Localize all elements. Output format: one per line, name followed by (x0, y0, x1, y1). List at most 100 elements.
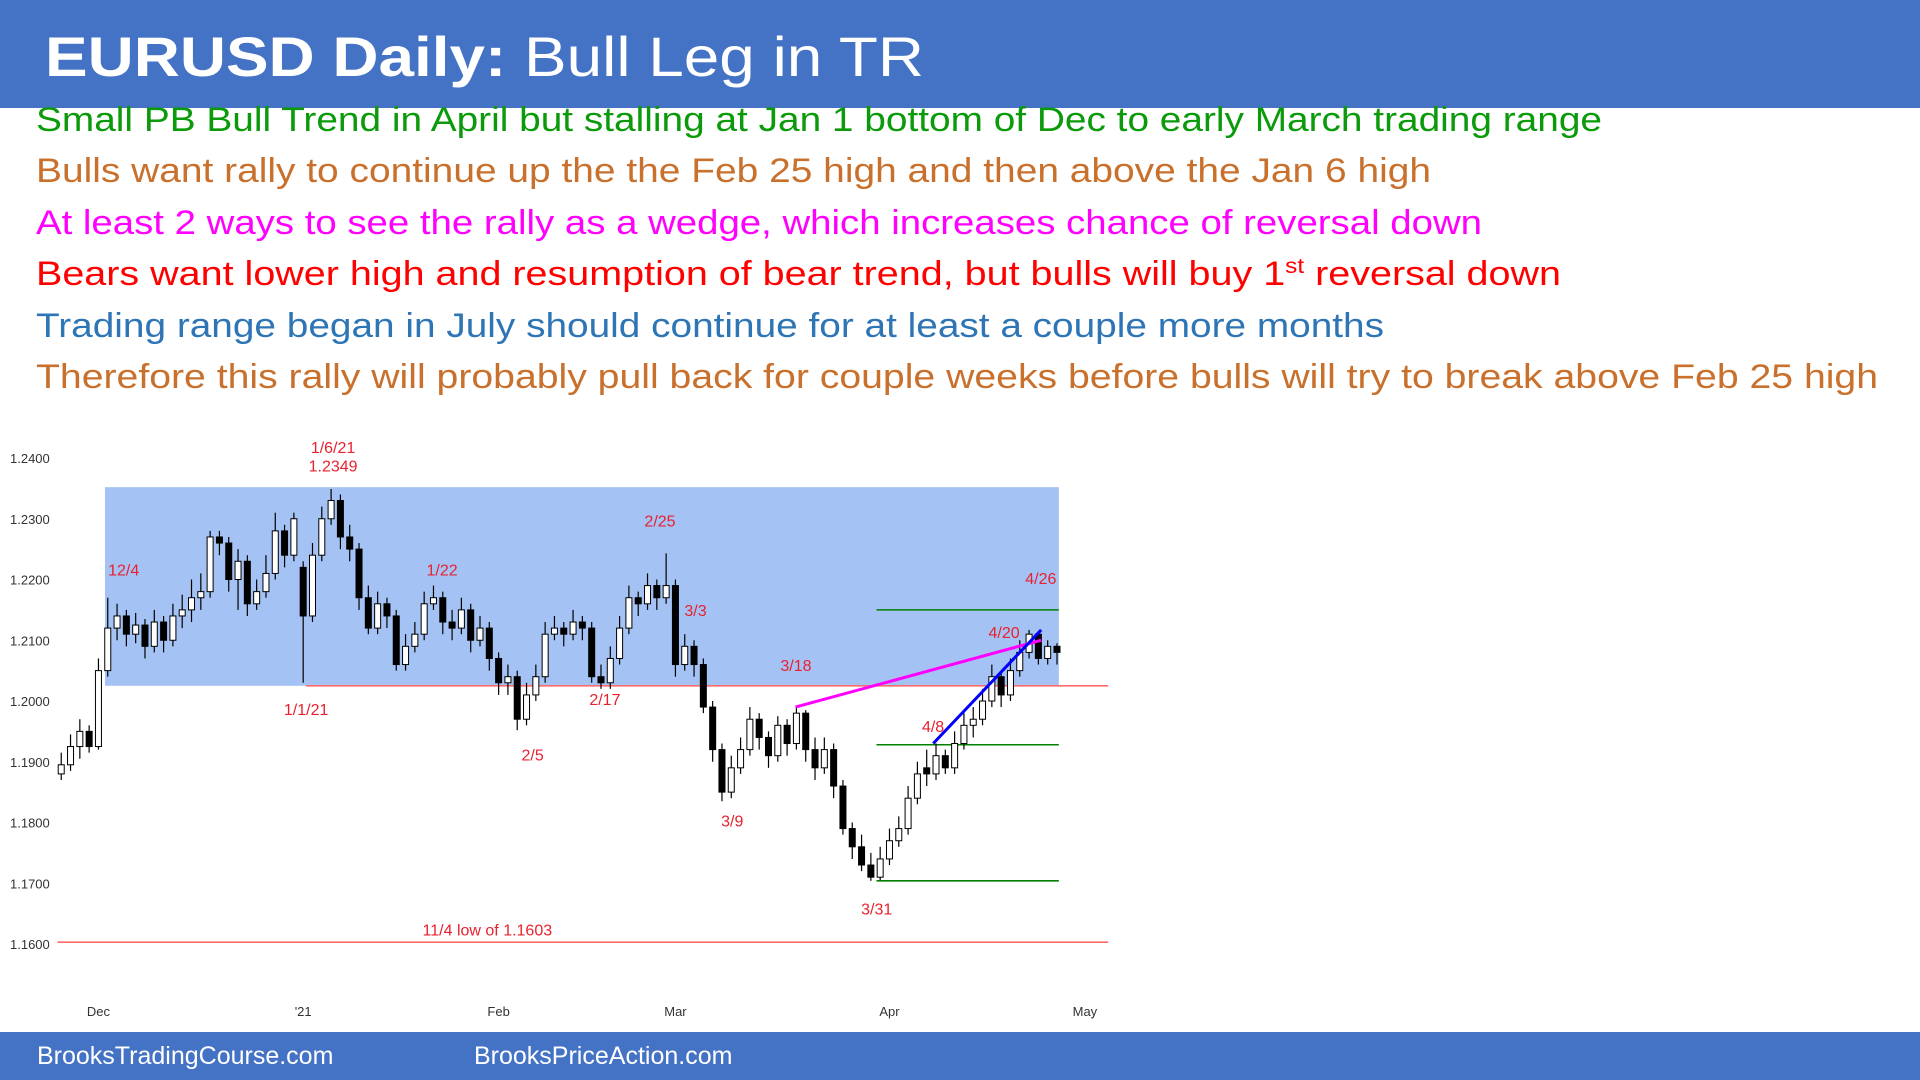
y-tick-label: 1.1800 (10, 816, 50, 831)
y-tick-label: 1.1600 (10, 937, 50, 952)
slide-title: EURUSD Daily: Bull Leg in TR (45, 25, 924, 88)
candle-body (299, 566, 307, 617)
annotation: 2/17 (589, 692, 620, 709)
candle-body (532, 676, 540, 696)
candle-body (923, 767, 931, 775)
y-tick-label: 1.1900 (10, 755, 50, 770)
bullet-text: Small PB Bull Trend in April but stallin… (36, 101, 1602, 139)
candle-body (1044, 645, 1052, 659)
chart: 1.2400 1.2300 1.2200 1.2100 1.2000 1.1900 1.18… (10, 440, 1109, 1019)
annotation: 4/8 (922, 719, 944, 736)
candle-body (662, 585, 670, 599)
candle-body (932, 755, 940, 775)
bullet-text: Bulls want rally to continue up the the … (36, 152, 1431, 190)
candle-body (1006, 670, 1014, 696)
candle-body (690, 645, 698, 666)
candle-body (122, 615, 130, 635)
trendline (795, 638, 1042, 709)
candle-body (764, 736, 772, 757)
annotation: 4/26 (1025, 571, 1056, 588)
y-tick-label: 1.1700 (10, 876, 50, 891)
candle-body (476, 627, 484, 641)
title-space (506, 25, 524, 88)
bullet-text: At least 2 ways to see the rally as a we… (36, 204, 1482, 242)
candle-body (513, 676, 521, 720)
annotation: 1/1/21 (284, 702, 329, 719)
y-tick-label: 1.2200 (10, 573, 50, 588)
annotation: 1/22 (426, 562, 457, 579)
candle-body (262, 572, 270, 593)
candle-body (383, 603, 391, 617)
candle-body (439, 597, 447, 623)
bullet: Trading range began in July should conti… (36, 307, 1384, 345)
candle-body (811, 749, 819, 769)
candle-body (85, 730, 93, 748)
footer-bar (0, 1032, 1920, 1080)
bullet-text: Bears want lower high and resumption of … (36, 255, 1285, 293)
candle-body (895, 828, 903, 842)
candle-body (457, 609, 465, 629)
candle-body (523, 694, 531, 720)
candle-body (820, 749, 828, 769)
candle-body (644, 585, 652, 605)
candle-body (718, 749, 726, 793)
candle-body (327, 500, 335, 520)
candle-body (979, 700, 987, 720)
annotation: 3/18 (780, 658, 811, 675)
title-rest: Bull Leg in TR (524, 25, 924, 88)
candle-body (141, 624, 149, 647)
candle-body (885, 840, 893, 860)
x-tick-label: Dec (87, 1004, 111, 1019)
candle-body (336, 500, 344, 538)
candle-body (858, 846, 866, 866)
candle-body (504, 676, 512, 684)
annotation: 3/31 (861, 902, 892, 919)
candle-body (281, 530, 289, 556)
candle-body (904, 797, 912, 830)
candle-body (104, 627, 112, 672)
footer-link: BrooksTradingCourse.com (37, 1042, 333, 1070)
bullet: Bears want lower high and resumption of … (36, 255, 1561, 293)
candle-body (997, 676, 1005, 696)
candle-body (830, 749, 838, 787)
candle-body (150, 621, 158, 647)
candle-body (420, 603, 428, 635)
candle-body (588, 627, 596, 678)
candle-body (988, 676, 996, 702)
bullet: Small PB Bull Trend in April but stallin… (36, 101, 1602, 139)
candle-body (625, 597, 633, 629)
bullets: Small PB Bull Trend in April but stallin… (36, 101, 1878, 396)
title-bar (0, 0, 1920, 108)
candle-body (671, 585, 679, 666)
y-tick-label: 1.2100 (10, 633, 50, 648)
candle-body (225, 542, 233, 580)
y-tick-label: 1.2300 (10, 512, 50, 527)
annotation: 1.2349 (309, 458, 358, 475)
candle-body (178, 609, 186, 617)
annotation: 12/4 (108, 562, 139, 579)
candle-body (1034, 633, 1042, 659)
footer-link: BrooksPriceAction.com (474, 1042, 732, 1070)
candle-body (346, 536, 354, 550)
candle-body (197, 591, 205, 599)
annotation: 2/5 (522, 747, 544, 764)
candle-body (132, 624, 140, 635)
candle-body (188, 597, 196, 611)
candle-body (411, 633, 419, 647)
candle-body (616, 627, 624, 659)
candle-body (402, 645, 410, 666)
x-tick-label: May (1073, 1004, 1098, 1019)
candle-body (113, 615, 121, 629)
candle-body (848, 828, 856, 848)
candle-body (355, 548, 363, 599)
candle-body (243, 560, 251, 605)
annotation: 3/3 (684, 603, 706, 620)
candle-body (290, 518, 298, 556)
candle-body (253, 591, 261, 605)
x-tick-label: '21 (295, 1004, 312, 1019)
candle-body (485, 627, 493, 659)
bullet-text: Therefore this rally will probably pull … (36, 358, 1878, 396)
candle-body (606, 657, 614, 684)
candle-body (653, 585, 661, 599)
